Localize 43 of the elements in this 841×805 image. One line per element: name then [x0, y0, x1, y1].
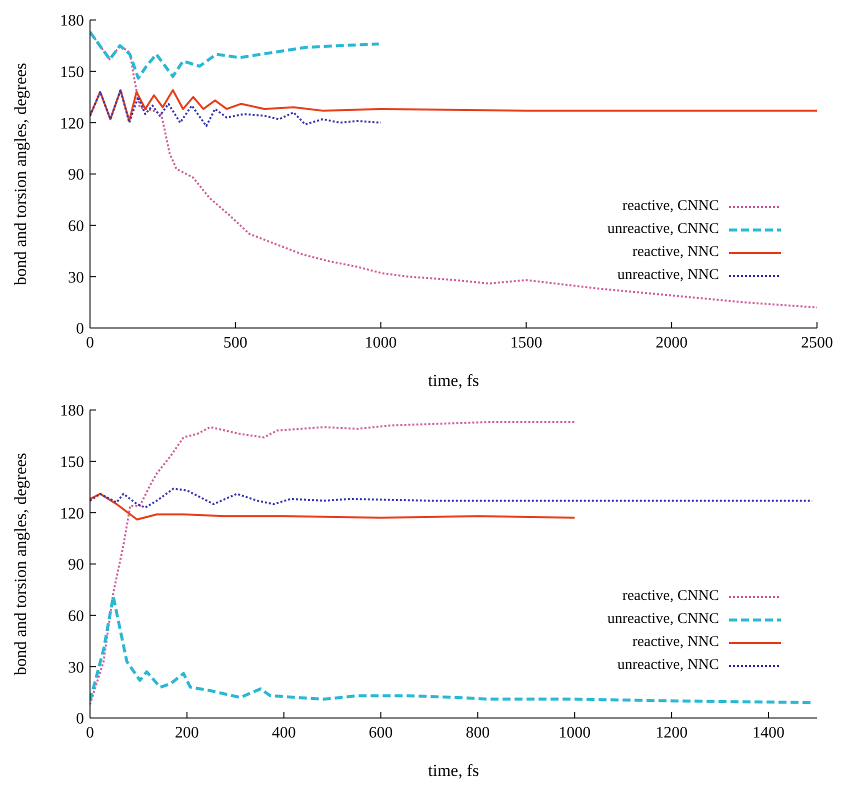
line-series: [90, 89, 817, 122]
x-tick-label: 500: [223, 334, 248, 352]
y-tick-label: 90: [68, 556, 84, 574]
legend-label: unreactive, CNNC: [607, 221, 719, 238]
y-tick-label: 0: [76, 320, 84, 338]
legend-label: reactive, NNC: [632, 634, 719, 651]
line-series: [90, 420, 576, 706]
x-tick-label: 2500: [801, 334, 833, 352]
line-series: [90, 492, 576, 521]
x-tick-label: 400: [272, 724, 296, 742]
y-axis-title: bond and torsion angles, degrees: [11, 62, 30, 286]
line-series: [90, 89, 382, 128]
x-tick-label: 1000: [364, 334, 397, 352]
y-tick-label: 0: [76, 710, 84, 728]
x-tick-label: 800: [466, 724, 490, 742]
legend-label: unreactive, NNC: [617, 657, 719, 674]
y-tick-label: 150: [60, 454, 84, 472]
y-tick-label: 120: [60, 115, 84, 132]
x-tick-label: 1000: [558, 724, 591, 742]
legend-label: reactive, CNNC: [622, 588, 719, 605]
y-tick-label: 60: [68, 608, 84, 626]
x-tick-label: 600: [368, 724, 393, 742]
y-tick-label: 150: [60, 64, 84, 82]
x-axis-title: time, fs: [428, 371, 479, 390]
legend-label: unreactive, CNNC: [607, 611, 719, 628]
y-tick-label: 90: [68, 166, 84, 184]
y-tick-label: 60: [68, 218, 84, 236]
legend-label: unreactive, NNC: [617, 267, 719, 284]
x-tick-label: 1200: [656, 724, 688, 742]
x-tick-label: 2000: [656, 334, 688, 352]
y-tick-label: 180: [60, 12, 84, 30]
y-tick-label: 30: [68, 659, 84, 676]
line-series: [90, 30, 380, 80]
legend-label: reactive, CNNC: [622, 198, 719, 215]
x-tick-label: 1500: [510, 334, 542, 352]
y-tick-label: 120: [60, 505, 84, 522]
x-axis-title: time, fs: [428, 761, 479, 780]
y-axis-title: bond and torsion angles, degrees: [11, 452, 30, 676]
y-tick-label: 180: [60, 402, 84, 420]
legend-label: reactive, NNC: [632, 244, 719, 261]
x-tick-label: 1400: [752, 724, 785, 742]
y-tick-label: 30: [68, 269, 84, 286]
x-tick-label: 200: [174, 724, 199, 742]
